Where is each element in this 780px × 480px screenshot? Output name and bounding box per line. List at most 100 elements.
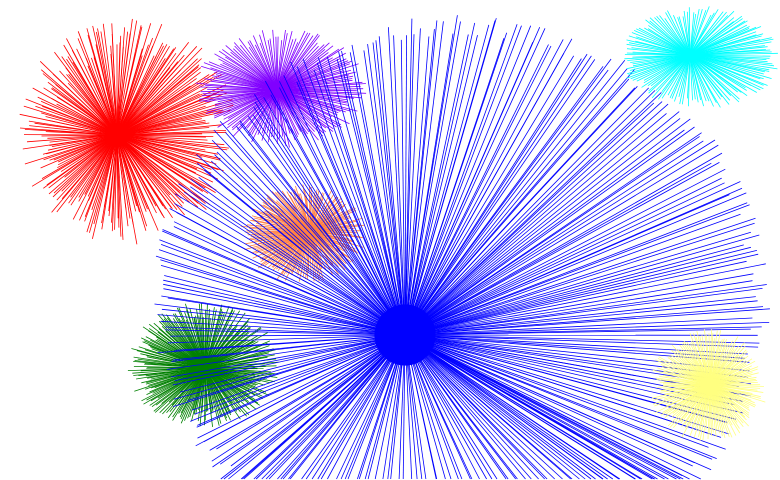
red-burst-ray [116,74,222,136]
blue-burst-ray [404,58,612,336]
blue-burst-ray [164,275,406,336]
red-burst-ray [26,134,118,143]
blue-burst-ray [363,50,406,336]
yellow-burst-ray [709,355,749,386]
cyan-burst-ray [689,20,748,56]
blue-burst-ray [404,177,722,336]
green-burst-ray [204,367,231,421]
cyan-burst-ray [654,17,691,56]
red-burst-ray [22,134,118,150]
cyan-burst-ray [664,18,691,56]
blue-burst-ray [191,334,406,411]
red-burst-ray [116,134,147,212]
blue-burst-ray [404,334,759,348]
purple-burst-ray [233,42,278,91]
red-burst-ray [116,134,153,205]
purple-burst-ray [276,89,338,116]
cyan-burst-ray [689,24,748,56]
purple-burst-ray [218,50,278,91]
red-burst-ray [84,134,118,217]
blue-burst-ray [404,38,573,336]
green-burst-ray [204,316,216,369]
blue-burst-ray [404,24,518,336]
cyan-burst-ray [683,10,691,56]
red-burst-ray [116,134,206,189]
red-burst-ray [48,134,118,195]
blue-burst-ray [190,186,406,336]
cyan-burst-ray [678,16,691,56]
purple-burst-ray [276,89,327,129]
blue-burst-ray [404,34,415,336]
yellow-burst-ray [681,384,711,428]
purple-burst-ray [276,89,291,134]
blue-burst-ray [280,334,406,480]
red-burst-ray [25,98,118,136]
blue-burst-ray [159,239,406,336]
yellow-burst-ray [702,384,711,441]
orange-burst-ray [309,196,339,233]
red-burst-ray [116,78,197,136]
blue-burst-ray [404,118,681,336]
red-burst-ray [63,44,118,136]
red-burst-ray [116,31,128,136]
red-burst-ray [46,134,118,186]
blue-burst-ray [317,57,406,336]
blue-burst-ray [243,334,406,480]
blue-burst-ray [170,334,406,337]
blue-burst-ray [211,334,406,462]
yellow-burst-ray [709,384,741,434]
purple-burst-ray [276,89,284,137]
purple-burst-ray [276,38,297,91]
red-burst-ray [39,61,118,136]
purple-burst-ray [239,44,278,91]
blue-burst-ray [367,44,406,336]
cyan-burst-ray [688,7,691,56]
red-burst-ray [116,127,210,136]
cyan-burst-ray [689,8,703,56]
cyan-burst-ray [667,54,691,96]
cyan-burst-ray [689,54,772,79]
blue-burst-ray [404,253,759,336]
blue-burst-ray [404,334,655,480]
green-burst-ray [133,366,206,369]
green-burst-ray [204,325,233,369]
blue-burst-ray [163,279,406,336]
orange-burst-ray [309,231,346,270]
purple-burst-ray [199,89,278,100]
blue-burst-ray [161,308,406,336]
cyan-burst-ray [689,54,775,67]
blue-burst-ray [404,118,691,336]
blue-burst-ray [404,217,756,336]
cyan-burst-ray [649,17,691,56]
blue-burst-ray [404,28,546,336]
blue-burst-ray [404,213,741,336]
green-burst-ray [184,312,206,369]
cyan-burst-ray [689,6,710,56]
purple-burst-ray [276,58,347,91]
cyan-burst-ray [689,54,761,80]
green-burst-ray [204,332,240,369]
blue-burst-ray [404,246,751,336]
blue-burst-ray [279,81,406,336]
red-burst-ray [89,134,118,233]
blue-burst-ray [157,334,406,353]
red-burst-ray [29,125,118,136]
blue-burst-ray [404,45,552,336]
blue-burst-ray [404,317,753,336]
red-burst-ray [32,87,118,136]
yellow-burst-ray [709,384,750,411]
red-burst-ray [116,109,231,136]
blue-burst-ray [264,80,406,336]
blue-burst-ray [404,32,508,336]
blue-burst-ray [162,229,406,336]
purple-burst-ray [203,62,278,91]
blue-burst-ray [404,78,630,336]
blue-burst-ray [216,151,406,336]
yellow-burst-ray [709,384,717,438]
blue-burst-ray [283,75,406,336]
blue-burst-ray [195,334,406,447]
red-burst-ray [100,31,118,136]
blue-burst-ray [265,334,406,480]
red-burst-ray [116,27,125,136]
red-burst-ray [86,134,118,233]
